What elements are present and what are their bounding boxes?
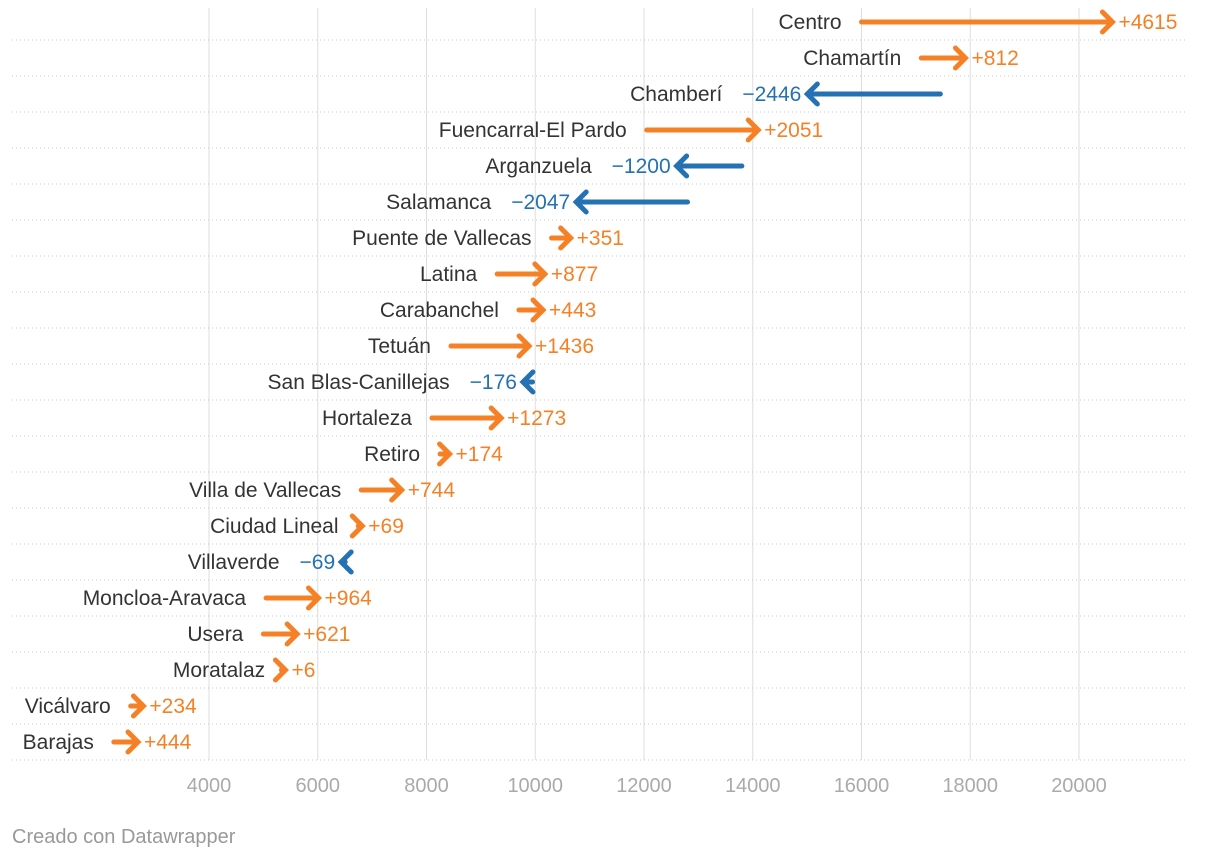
district-label-moratalaz: Moratalaz: [173, 659, 265, 682]
district-label-puente-de-vallecas: Puente de Vallecas: [352, 227, 531, 250]
x-tick-label-8000: 8000: [404, 775, 449, 797]
district-label-salamanca: Salamanca: [386, 191, 491, 214]
arrow-head-tetuan: [516, 333, 533, 359]
arrow-head-puente-de-vallecas: [558, 225, 575, 251]
arrow-head-usera: [284, 621, 301, 647]
change-label-san-blas-canillejas: −176: [470, 371, 517, 394]
change-label-hortaleza: +1273: [507, 407, 566, 430]
change-label-villa-de-vallecas: +744: [408, 479, 456, 502]
x-tick-label-18000: 18000: [942, 775, 998, 797]
district-label-centro: Centro: [778, 11, 841, 34]
credit-text[interactable]: Creado con Datawrapper: [12, 826, 236, 848]
x-tick-label-12000: 12000: [616, 775, 672, 797]
arrow-head-villa-de-vallecas: [389, 477, 406, 503]
change-label-carabanchel: +443: [549, 299, 596, 322]
arrow-head-villaverde: [337, 549, 354, 575]
district-label-chamberi: Chamberí: [630, 83, 722, 106]
district-label-fuencarral-el-pardo: Fuencarral-El Pardo: [439, 119, 627, 142]
change-label-moratalaz: +6: [291, 659, 315, 682]
arrow-head-ciudad-lineal: [349, 513, 366, 539]
district-label-moncloa-aravaca: Moncloa-Aravaca: [83, 587, 247, 610]
x-tick-label-10000: 10000: [507, 775, 563, 797]
arrow-head-moratalaz: [272, 657, 289, 683]
district-label-barajas: Barajas: [23, 731, 94, 754]
change-label-villaverde: −69: [300, 551, 336, 574]
district-label-carabanchel: Carabanchel: [380, 299, 499, 322]
district-label-villaverde: Villaverde: [188, 551, 280, 574]
change-label-fuencarral-el-pardo: +2051: [764, 119, 823, 142]
arrow-head-centro: [1099, 9, 1116, 35]
change-label-barajas: +444: [144, 731, 192, 754]
arrow-head-fuencarral-el-pardo: [745, 117, 762, 143]
arrow-head-salamanca: [572, 189, 589, 215]
change-label-retiro: +174: [456, 443, 504, 466]
change-label-chamartin: +812: [971, 47, 1018, 70]
arrow-head-barajas: [125, 729, 142, 755]
district-label-tetuan: Tetuán: [368, 335, 431, 358]
district-label-chamartin: Chamartín: [803, 47, 901, 70]
change-label-salamanca: −2047: [511, 191, 570, 214]
change-label-usera: +621: [303, 623, 350, 646]
x-tick-label-16000: 16000: [834, 775, 890, 797]
arrow-head-latina: [532, 261, 549, 287]
arrow-head-retiro: [437, 441, 454, 467]
arrow-head-chamartin: [952, 45, 970, 71]
change-label-ciudad-lineal: +69: [368, 515, 404, 538]
district-label-latina: Latina: [420, 263, 478, 286]
district-label-san-blas-canillejas: San Blas-Canillejas: [268, 371, 450, 394]
x-tick-label-20000: 20000: [1051, 775, 1107, 797]
arrow-head-moncloa-aravaca: [306, 585, 323, 611]
arrow-head-san-blas-canillejas: [519, 369, 536, 395]
x-tick-label-14000: 14000: [725, 775, 781, 797]
district-label-ciudad-lineal: Ciudad Lineal: [210, 515, 338, 538]
change-label-puente-de-vallecas: +351: [577, 227, 624, 250]
x-tick-label-6000: 6000: [296, 775, 341, 797]
change-label-tetuan: +1436: [535, 335, 594, 358]
district-label-vicalvaro: Vicálvaro: [25, 695, 111, 718]
arrow-head-carabanchel: [530, 297, 547, 323]
change-label-arganzuela: −1200: [612, 155, 671, 178]
change-label-chamberi: −2446: [742, 83, 801, 106]
district-label-villa-de-vallecas: Villa de Vallecas: [189, 479, 341, 502]
arrow-head-chamberi: [803, 81, 820, 107]
arrow-head-vicalvaro: [130, 693, 147, 719]
x-tick-label-4000: 4000: [187, 775, 232, 797]
change-label-latina: +877: [551, 263, 598, 286]
arrow-head-hortaleza: [488, 405, 505, 431]
arrow-head-arganzuela: [673, 153, 690, 179]
district-label-hortaleza: Hortaleza: [322, 407, 412, 430]
change-label-centro: +4615: [1118, 11, 1177, 34]
change-label-vicalvaro: +234: [149, 695, 197, 718]
district-label-retiro: Retiro: [364, 443, 420, 466]
district-label-arganzuela: Arganzuela: [485, 155, 592, 178]
change-label-moncloa-aravaca: +964: [325, 587, 373, 610]
district-label-usera: Usera: [187, 623, 243, 646]
